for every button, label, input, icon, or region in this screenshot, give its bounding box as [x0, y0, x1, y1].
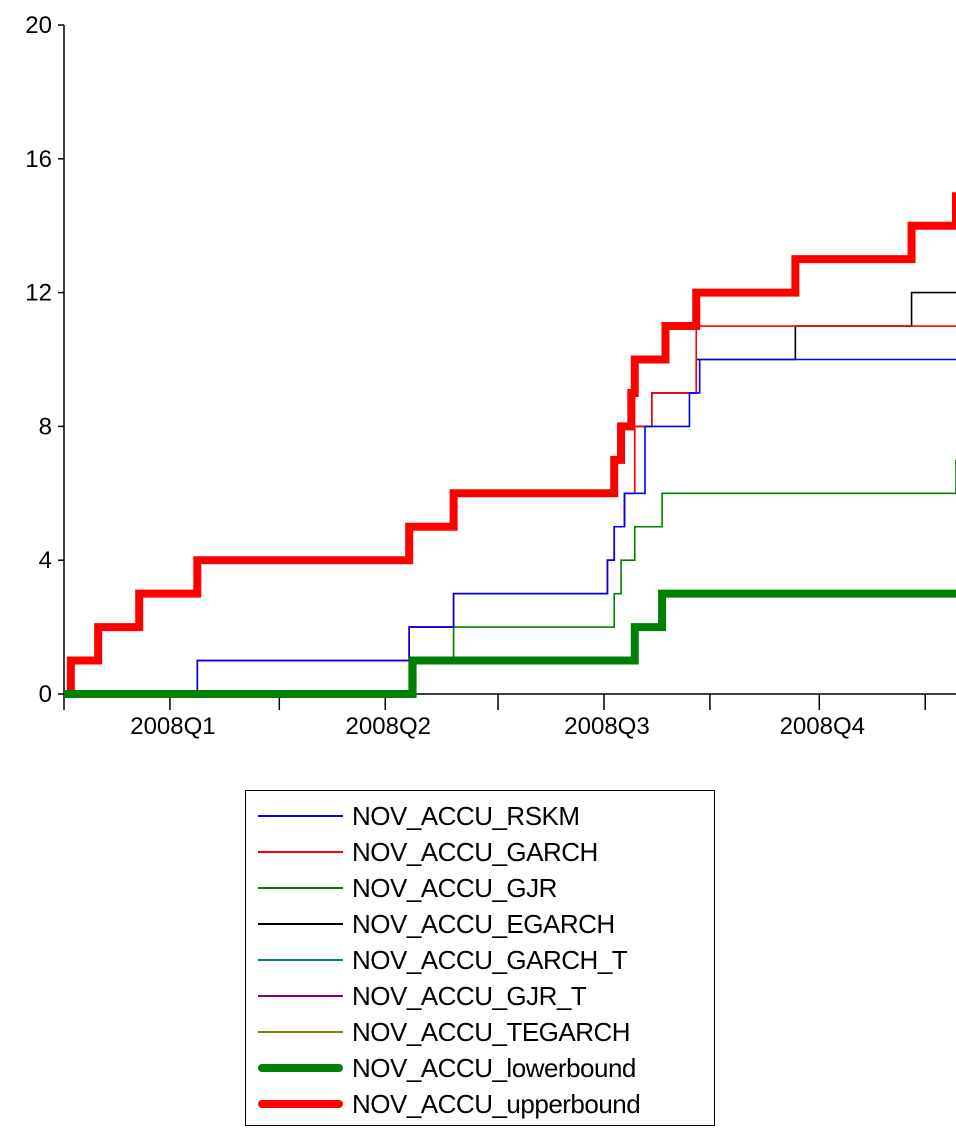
x-tick-label: 2008Q4 [780, 713, 865, 740]
legend-item: NOV_ACCU_GJR_T [246, 979, 714, 1015]
legend-label: NOV_ACCU_GJR_T [352, 981, 587, 1011]
legend-label: NOV_ACCU_GARCH [352, 837, 598, 867]
legend-label: NOV_ACCU_lowerbound [352, 1053, 636, 1083]
legend-label: NOV_ACCU_GARCH_T [352, 945, 628, 975]
y-tick-label: 12 [25, 280, 52, 307]
legend-swatch [258, 851, 343, 853]
x-tick-label: 2008Q1 [130, 713, 215, 740]
x-tick-label: 2008Q2 [346, 713, 431, 740]
legend-label: NOV_ACCU_GJR [352, 873, 557, 903]
legend: NOV_ACCU_RSKM NOV_ACCU_GARCH NOV_ACCU_GJR N… [245, 790, 715, 1126]
series-line-nov-accu-upperbound [64, 192, 956, 698]
y-tick-label: 20 [25, 12, 52, 39]
y-ticks: 0 4 8 12 16 20 [25, 12, 64, 708]
series-line-nov-accu-lowerbound [64, 589, 956, 698]
legend-item: NOV_ACCU_lowerbound [246, 1051, 714, 1087]
legend-label: NOV_ACCU_RSKM [352, 801, 580, 831]
legend-item: NOV_ACCU_TEGARCH [246, 1015, 714, 1051]
series-layer [64, 192, 956, 698]
legend-swatch [258, 995, 343, 997]
x-tick-label: 2008Q3 [564, 713, 649, 740]
series-line-nov-accu-garch [64, 325, 956, 695]
legend-swatch [258, 1100, 343, 1108]
y-tick-label: 16 [25, 146, 52, 173]
legend-swatch [258, 959, 343, 961]
x-ticks: 2008Q1 2008Q2 2008Q3 2008Q4 [63, 694, 926, 740]
legend-swatch [258, 815, 343, 817]
legend-swatch [258, 1064, 343, 1072]
legend-item: NOV_ACCU_GARCH [246, 835, 714, 871]
legend-swatch [258, 887, 343, 889]
series-line-nov-accu-rskm [64, 358, 956, 695]
legend-swatch [258, 1031, 343, 1033]
legend-swatch [258, 923, 343, 925]
legend-item: NOV_ACCU_GJR [246, 871, 714, 907]
y-tick-label: 4 [39, 547, 52, 574]
y-tick-label: 8 [39, 413, 52, 440]
legend-label: NOV_ACCU_TEGARCH [352, 1017, 631, 1047]
legend-label: NOV_ACCU_upperbound [352, 1089, 641, 1119]
y-tick-label: 0 [39, 681, 52, 708]
legend-item: NOV_ACCU_GARCH_T [246, 943, 714, 979]
legend-item: NOV_ACCU_RSKM [246, 799, 714, 835]
legend-item: NOV_ACCU_upperbound [246, 1087, 714, 1123]
legend-label: NOV_ACCU_EGARCH [352, 909, 615, 939]
legend-item: NOV_ACCU_EGARCH [246, 907, 714, 943]
chart-plot: 0 4 8 12 16 20 2008Q1 2008Q2 2008Q3 2008Q4 [25, 12, 956, 740]
